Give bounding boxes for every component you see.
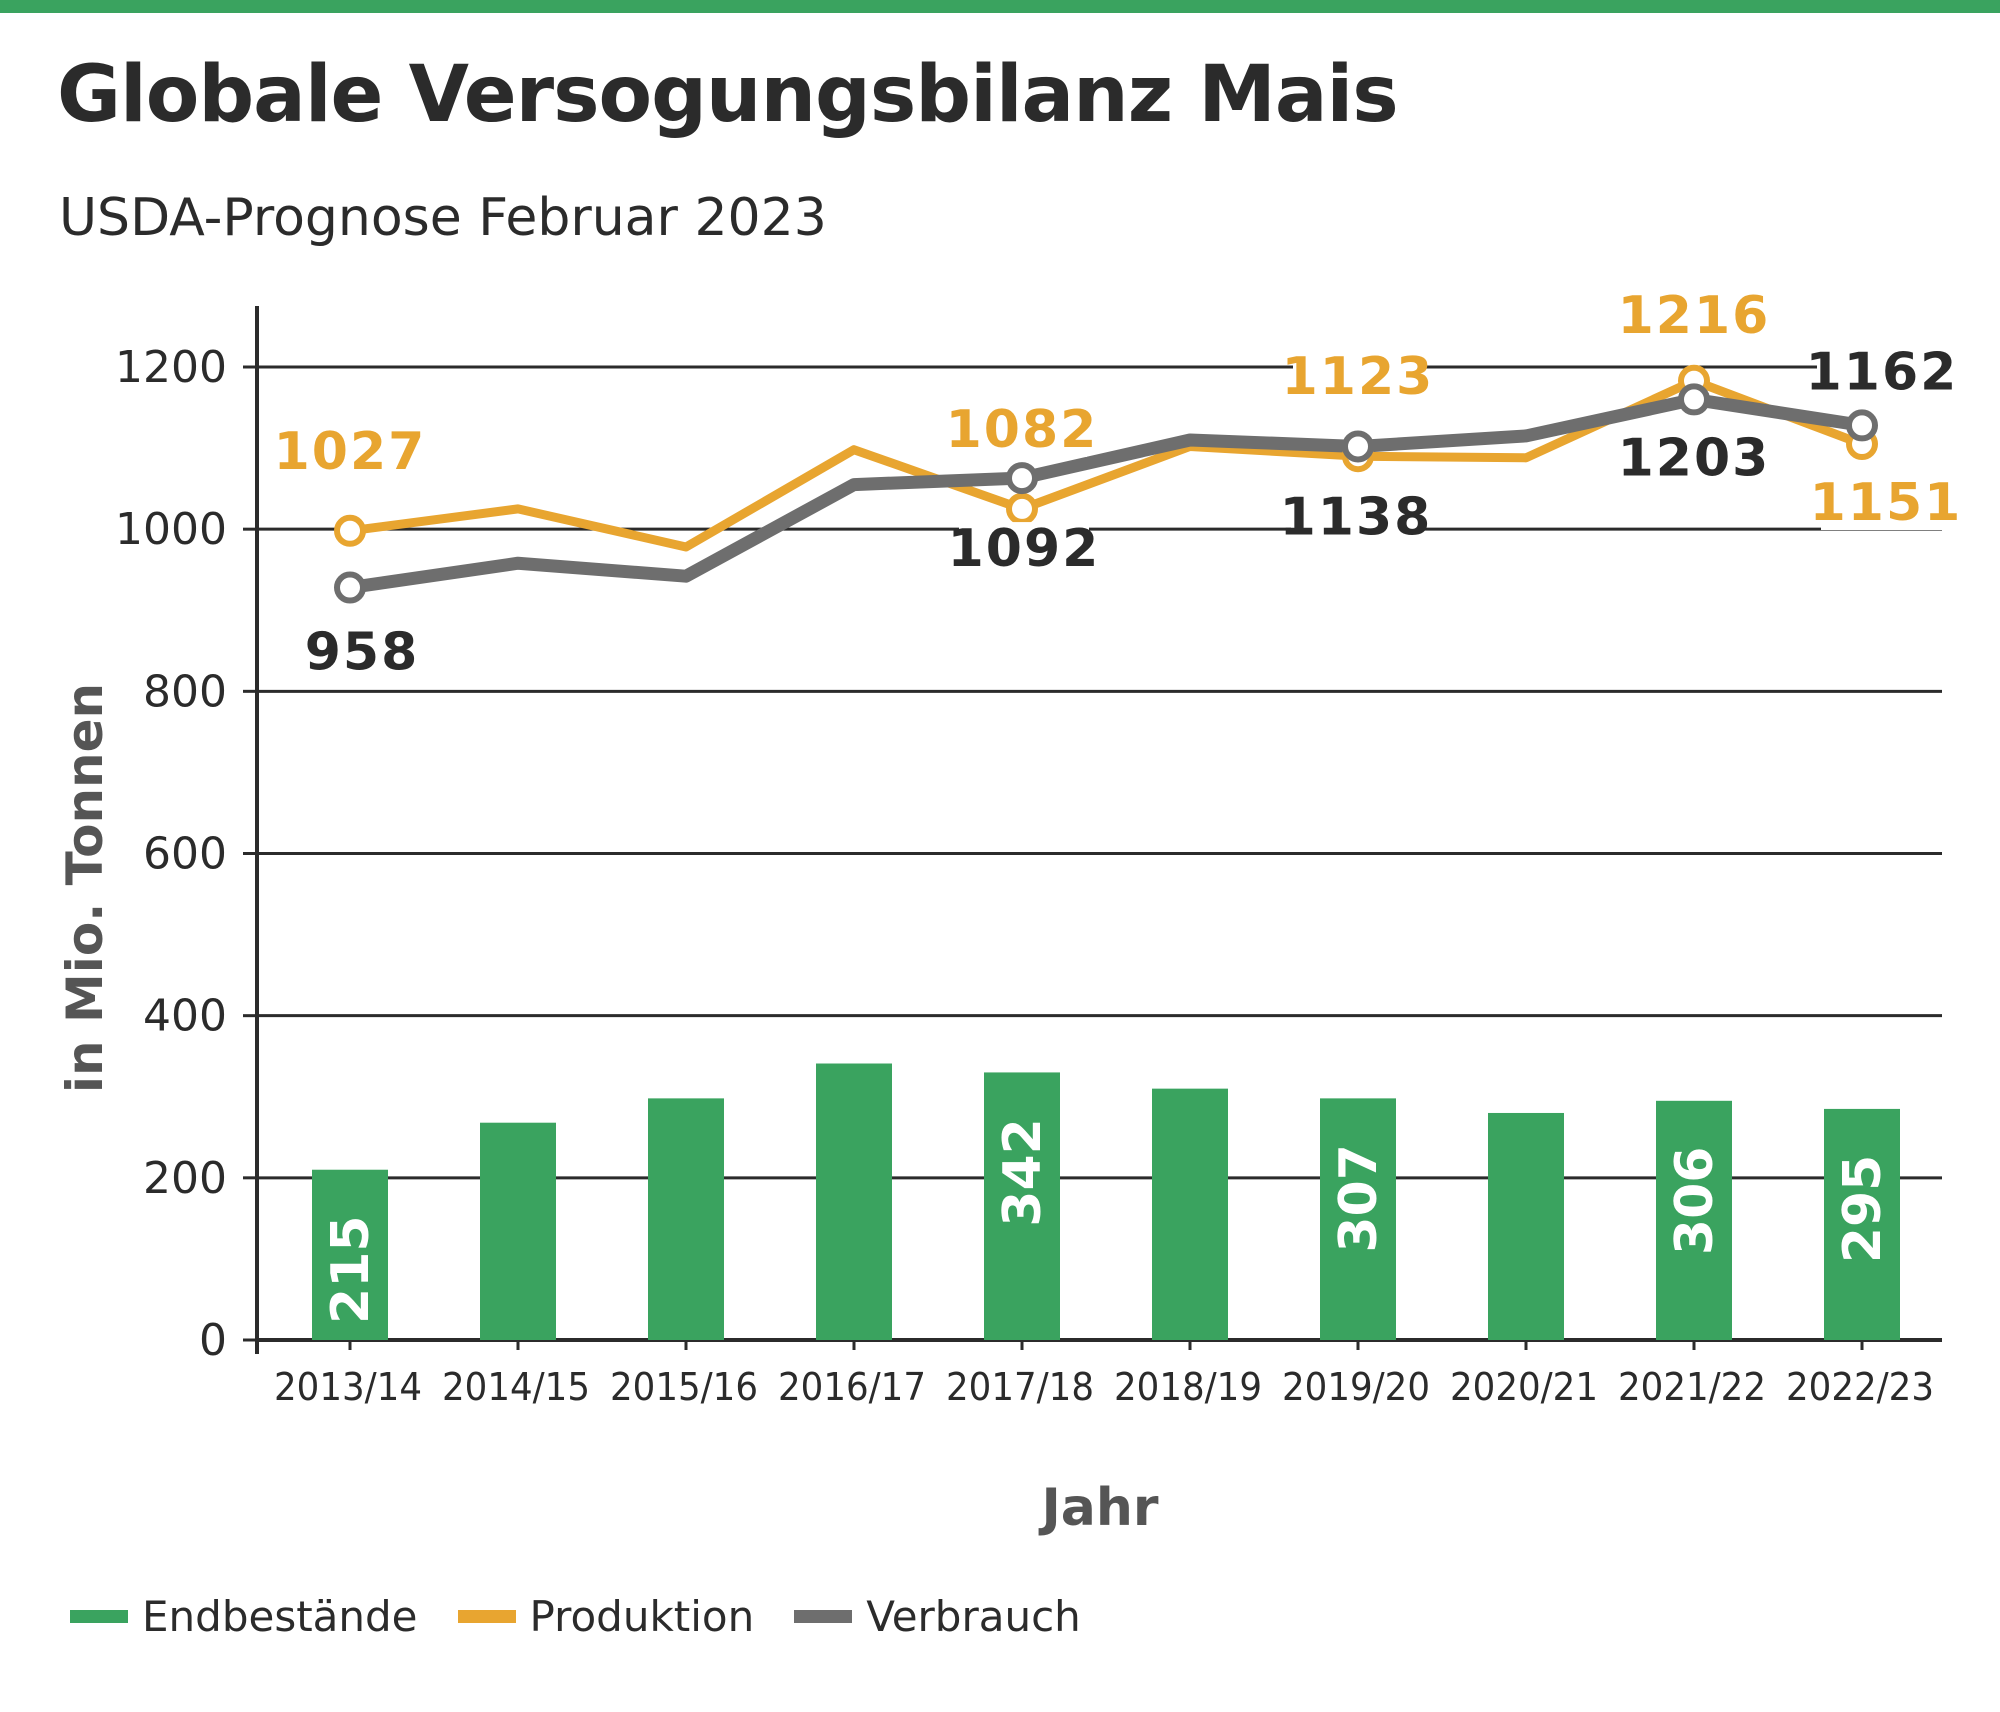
y-tick-label: 800 bbox=[143, 666, 227, 717]
x-tick-label: 2020/21 bbox=[1450, 1365, 1598, 1409]
x-tick-label: 2021/22 bbox=[1618, 1365, 1766, 1409]
x-tick-label: 2016/17 bbox=[778, 1365, 926, 1409]
data-point bbox=[334, 571, 366, 604]
y-tick-label: 200 bbox=[143, 1153, 227, 1204]
y-axis-title: in Mio. Tonnen bbox=[56, 683, 114, 1093]
legend-item-endbestaende: Endbestände bbox=[70, 1592, 418, 1641]
data-point bbox=[1006, 492, 1038, 525]
top-accent-bar bbox=[0, 0, 2000, 13]
bar bbox=[984, 1072, 1060, 1340]
x-tick-label: 2017/18 bbox=[946, 1365, 1094, 1409]
bar bbox=[648, 1098, 724, 1340]
data-label: 1203 bbox=[1618, 428, 1771, 488]
data-label: 1123 bbox=[1282, 347, 1435, 407]
data-label-backing bbox=[1629, 288, 1759, 343]
bar-data-label: 295 bbox=[1833, 1155, 1893, 1264]
chart-canvas: 0 200 400 600 800 1000 1200 215 342 307 306 295 1027… bbox=[56, 286, 1963, 1538]
x-axis: 2013/14 2014/15 2015/16 2016/17 2017/18 2018/… bbox=[274, 1340, 1934, 1409]
data-label: 1162 bbox=[1806, 342, 1959, 402]
data-point bbox=[1006, 462, 1038, 495]
bar bbox=[1824, 1108, 1900, 1340]
x-tick-label: 2013/14 bbox=[274, 1365, 422, 1409]
legend-label: Endbestände bbox=[142, 1592, 418, 1641]
bars-endbestaende: 215 342 307 306 295 bbox=[312, 1063, 1900, 1340]
x-tick-label: 2022/23 bbox=[1786, 1365, 1934, 1409]
bar bbox=[816, 1063, 892, 1340]
data-point bbox=[1342, 430, 1374, 463]
data-label-backing bbox=[957, 402, 1087, 457]
x-axis-title: Jahr bbox=[1038, 1478, 1158, 1538]
bar bbox=[312, 1169, 388, 1340]
legend-label: Produktion bbox=[529, 1592, 755, 1641]
data-label: 1092 bbox=[948, 519, 1101, 579]
data-label-backing bbox=[312, 625, 412, 680]
x-tick-label: 2014/15 bbox=[442, 1365, 590, 1409]
markers-verbrauch: 958 1092 1138 1203 1162 bbox=[305, 342, 1959, 683]
gridlines bbox=[257, 365, 1942, 1180]
data-label-backing bbox=[1817, 345, 1947, 400]
data-point bbox=[1678, 383, 1710, 416]
line-verbrauch bbox=[343, 392, 1869, 595]
legend-swatch-gray bbox=[794, 1610, 853, 1623]
y-tick-label: 1200 bbox=[115, 342, 227, 393]
bar bbox=[1656, 1100, 1732, 1340]
data-label: 1082 bbox=[946, 400, 1099, 460]
y-tick-label: 1000 bbox=[115, 504, 227, 555]
data-label-backing bbox=[1821, 476, 1951, 531]
legend-item-verbrauch: Verbrauch bbox=[794, 1592, 1081, 1641]
bar bbox=[1488, 1112, 1564, 1340]
bar bbox=[1320, 1098, 1396, 1340]
data-point bbox=[1846, 409, 1878, 442]
y-tick-label: 0 bbox=[199, 1315, 227, 1366]
data-label-backing bbox=[1291, 490, 1421, 545]
bar-data-label: 307 bbox=[1329, 1144, 1389, 1253]
bar-data-label: 306 bbox=[1665, 1147, 1725, 1256]
legend-swatch-orange bbox=[457, 1610, 516, 1623]
data-label: 958 bbox=[305, 623, 420, 683]
bar bbox=[480, 1122, 556, 1340]
x-tick-label: 2015/16 bbox=[610, 1365, 758, 1409]
legend: Endbestände Produktion Verbrauch bbox=[70, 1592, 1081, 1641]
bar-data-label: 215 bbox=[321, 1215, 381, 1324]
legend-item-produktion: Produktion bbox=[457, 1592, 755, 1641]
data-label: 1151 bbox=[1810, 473, 1963, 533]
data-point bbox=[334, 514, 366, 547]
bar bbox=[1152, 1088, 1228, 1340]
data-label: 1216 bbox=[1618, 286, 1771, 346]
data-label-backing bbox=[285, 424, 415, 479]
legend-label: Verbrauch bbox=[866, 1592, 1081, 1641]
x-tick-label: 2018/19 bbox=[1114, 1365, 1262, 1409]
data-label-backing bbox=[1293, 350, 1423, 405]
x-tick-label: 2019/20 bbox=[1282, 1365, 1430, 1409]
data-label-backing bbox=[959, 522, 1089, 577]
data-label: 1027 bbox=[274, 422, 427, 482]
data-label: 1138 bbox=[1280, 487, 1433, 547]
series-line bbox=[343, 392, 1869, 595]
legend-swatch-green bbox=[70, 1610, 128, 1623]
markers-produktion: 1027 1082 1123 1216 1151 bbox=[274, 286, 1963, 547]
y-tick-label: 400 bbox=[143, 991, 227, 1042]
bar-data-label: 342 bbox=[993, 1118, 1053, 1227]
y-tick-label: 600 bbox=[143, 829, 227, 880]
y-axis: 0 200 400 600 800 1000 1200 bbox=[115, 306, 259, 1366]
data-label-backing bbox=[1629, 431, 1759, 486]
chart-subtitle: USDA-Prognose Februar 2023 bbox=[59, 188, 827, 248]
chart-title: Globale Versogungsbilanz Mais bbox=[57, 50, 1399, 140]
